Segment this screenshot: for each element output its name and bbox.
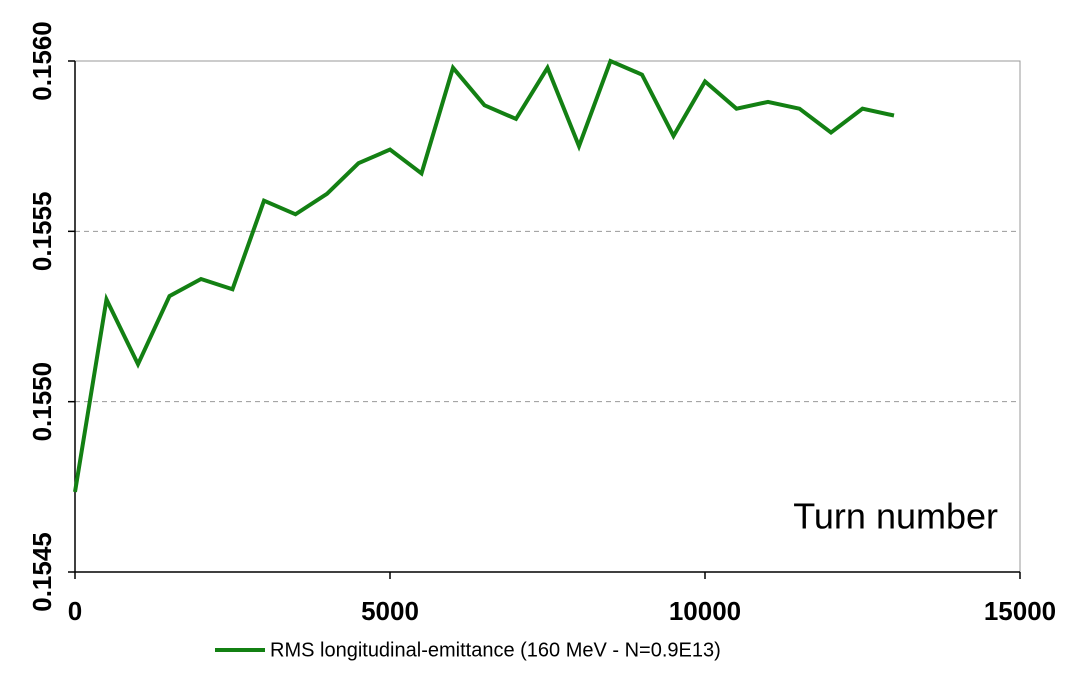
annotation: Turn number [793, 496, 998, 537]
x-tick-label: 15000 [984, 596, 1056, 626]
x-tick-label: 0 [68, 596, 82, 626]
x-tick-label: 5000 [361, 596, 419, 626]
y-tick-label: 0.1560 [27, 21, 57, 101]
x-tick-label: 10000 [669, 596, 741, 626]
y-tick-label: 0.1550 [27, 362, 57, 442]
data-line [73, 58, 895, 493]
y-tick-label: 0.1555 [27, 192, 57, 272]
y-tick-label: 0.1545 [27, 532, 57, 612]
legend-label: RMS longitudinal-emittance (160 MeV - N=… [270, 639, 721, 661]
